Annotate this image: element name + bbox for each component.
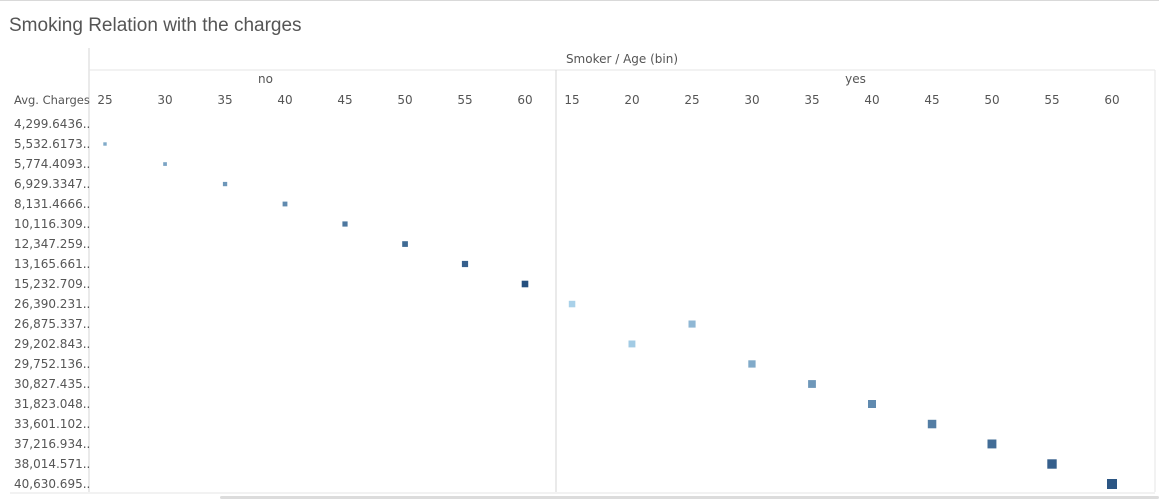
y-tick-label: 29,752.136.. (14, 357, 90, 371)
x-tick-label: 55 (457, 93, 472, 107)
data-point-no-55 (461, 260, 469, 268)
y-tick-label: 12,347.259.. (14, 237, 90, 251)
y-tick-label: 10,116.309.. (14, 217, 90, 231)
data-point-no-30 (163, 162, 167, 166)
y-tick-label: 6,929.3347.. (14, 177, 90, 191)
y-tick-label: 31,823.048.. (14, 397, 90, 411)
x-tick-label: 25 (684, 93, 699, 107)
y-tick-label: 38,014.571.. (14, 457, 90, 471)
x-tick-label: 20 (624, 93, 639, 107)
data-point-yes-45 (927, 419, 937, 429)
y-tick-label: 5,774.4093.. (14, 157, 90, 171)
y-tick-label: 33,601.102.. (14, 417, 90, 431)
data-point-yes-50 (987, 439, 997, 449)
x-tick-label: 40 (277, 93, 292, 107)
x-tick-label: 30 (744, 93, 759, 107)
x-tick-label: 15 (564, 93, 579, 107)
y-tick-label: 13,165.661.. (14, 257, 90, 271)
x-tick-label: 25 (97, 93, 112, 107)
panel-label-no: no (258, 72, 273, 86)
x-tick-label: 50 (984, 93, 999, 107)
column-header: Smoker / Age (bin) (566, 52, 678, 66)
y-tick-label: 40,630.695.. (14, 477, 90, 491)
y-tick-label: 26,390.231.. (14, 297, 90, 311)
y-tick-label: 37,216.934.. (14, 437, 90, 451)
y-tick-label: 29,202.843.. (14, 337, 90, 351)
data-point-yes-40 (868, 400, 876, 408)
data-point-yes-20 (628, 340, 636, 348)
data-point-no-60 (521, 280, 529, 288)
y-tick-label: 26,875.337.. (14, 317, 90, 331)
x-tick-label: 45 (924, 93, 939, 107)
x-tick-label: 60 (1104, 93, 1119, 107)
data-point-yes-35 (808, 380, 816, 388)
y-tick-label: 8,131.4666.. (14, 197, 90, 211)
horizontal-scrollbar[interactable] (220, 496, 1159, 499)
top-border (0, 0, 1159, 1)
x-tick-label: 60 (517, 93, 532, 107)
x-tick-label: 45 (337, 93, 352, 107)
y-tick-label: 15,232.709.. (14, 277, 90, 291)
y-tick-label: 5,532.6173.. (14, 137, 90, 151)
row-header: Avg. Charges (14, 93, 90, 107)
data-point-yes-30 (748, 360, 756, 368)
data-point-yes-15 (568, 300, 576, 308)
x-tick-label: 40 (864, 93, 879, 107)
chart-title: Smoking Relation with the charges (9, 15, 302, 36)
data-point-no-40 (282, 201, 288, 207)
x-tick-label: 35 (217, 93, 232, 107)
data-point-yes-60 (1107, 479, 1117, 489)
x-tick-label: 55 (1044, 93, 1059, 107)
data-point-no-45 (342, 221, 348, 227)
x-tick-label: 35 (804, 93, 819, 107)
data-point-yes-25 (688, 320, 696, 328)
data-point-yes-55 (1047, 459, 1057, 469)
x-tick-label: 50 (397, 93, 412, 107)
panel-label-yes: yes (845, 72, 866, 86)
y-tick-label: 30,827.435.. (14, 377, 90, 391)
data-point-no-35 (222, 181, 228, 187)
data-point-no-25 (103, 142, 107, 146)
x-tick-label: 30 (157, 93, 172, 107)
data-point-no-50 (402, 241, 408, 247)
y-tick-label: 4,299.6436.. (14, 117, 90, 131)
